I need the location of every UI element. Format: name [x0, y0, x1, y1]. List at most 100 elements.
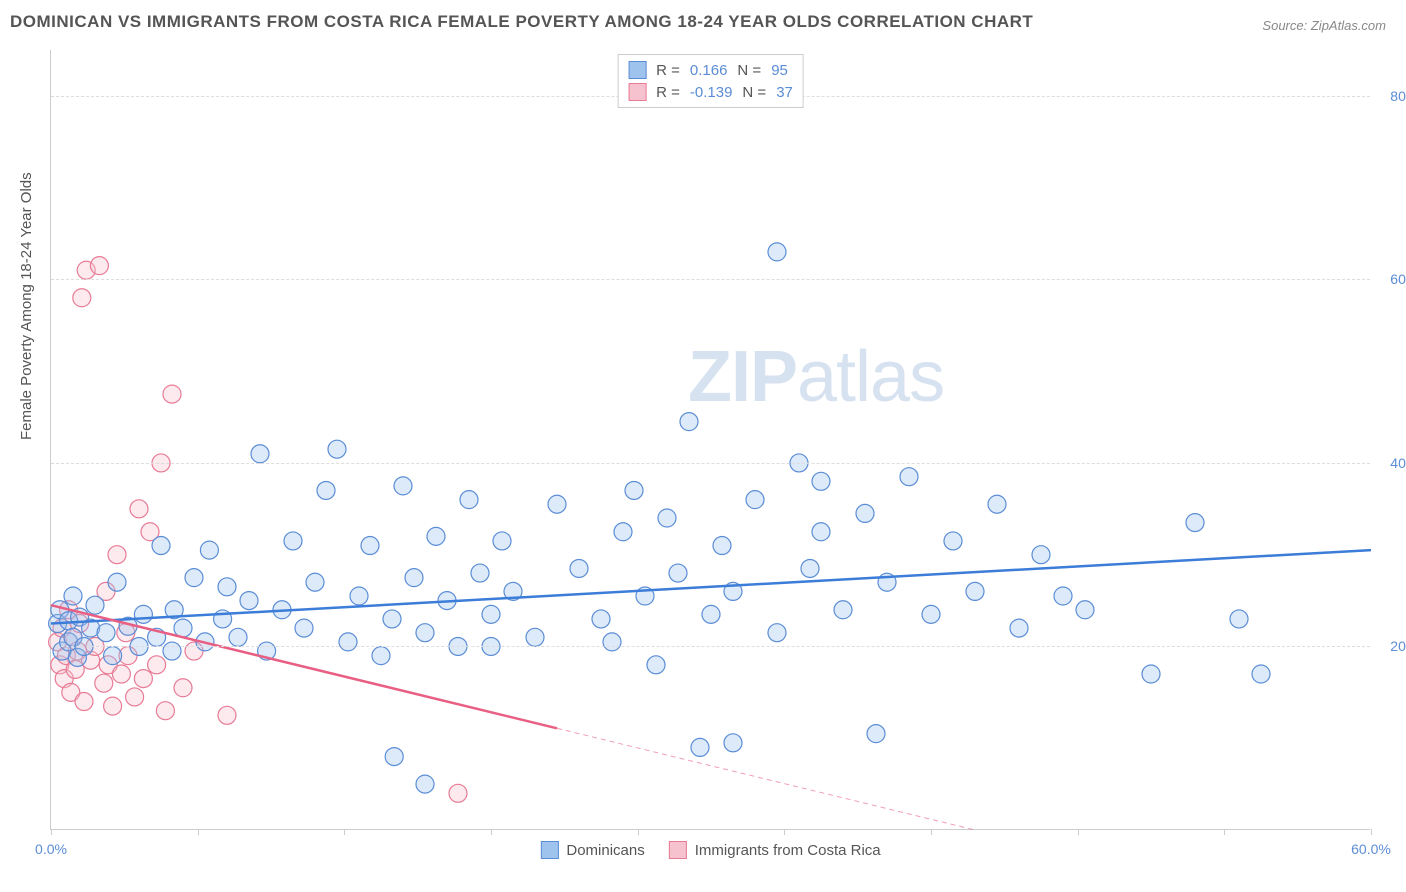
y-tick-label: 80.0%	[1375, 88, 1406, 104]
scatter-point	[493, 532, 511, 550]
legend-swatch-series-1	[669, 841, 687, 859]
scatter-point	[856, 504, 874, 522]
scatter-point	[200, 541, 218, 559]
scatter-point	[229, 628, 247, 646]
plot-svg	[51, 50, 1370, 829]
grid-line	[51, 279, 1370, 280]
n-label: N =	[737, 62, 761, 79]
scatter-point	[95, 674, 113, 692]
scatter-point	[73, 289, 91, 307]
scatter-point	[1032, 546, 1050, 564]
scatter-point	[900, 468, 918, 486]
y-tick-label: 40.0%	[1375, 455, 1406, 471]
x-tick	[51, 829, 52, 835]
scatter-point	[724, 734, 742, 752]
y-axis-title: Female Poverty Among 18-24 Year Olds	[18, 172, 35, 440]
correlation-legend-row: R = -0.139 N = 37	[628, 81, 793, 103]
source-label: Source:	[1262, 18, 1307, 33]
scatter-point	[104, 647, 122, 665]
scatter-point	[385, 748, 403, 766]
r-value: 0.166	[690, 62, 728, 79]
scatter-point	[130, 500, 148, 518]
scatter-point	[625, 481, 643, 499]
x-tick	[784, 829, 785, 835]
scatter-point	[251, 445, 269, 463]
scatter-point	[691, 738, 709, 756]
scatter-point	[966, 582, 984, 600]
scatter-point	[108, 573, 126, 591]
series-legend-item: Immigrants from Costa Rica	[669, 841, 881, 859]
scatter-point	[416, 775, 434, 793]
x-tick	[1371, 829, 1372, 835]
y-tick-label: 60.0%	[1375, 271, 1406, 287]
scatter-point	[702, 605, 720, 623]
scatter-point	[174, 619, 192, 637]
y-tick-label: 20.0%	[1375, 638, 1406, 654]
scatter-point	[680, 413, 698, 431]
scatter-point	[383, 610, 401, 628]
scatter-point	[317, 481, 335, 499]
scatter-point	[218, 578, 236, 596]
scatter-point	[328, 440, 346, 458]
scatter-point	[449, 784, 467, 802]
scatter-point	[86, 596, 104, 614]
scatter-point	[1186, 514, 1204, 532]
x-tick	[931, 829, 932, 835]
x-tick	[491, 829, 492, 835]
scatter-point	[1252, 665, 1270, 683]
grid-line	[51, 646, 1370, 647]
x-tick	[638, 829, 639, 835]
scatter-point	[156, 702, 174, 720]
scatter-point	[834, 601, 852, 619]
scatter-point	[218, 706, 236, 724]
scatter-point	[922, 605, 940, 623]
scatter-point	[988, 495, 1006, 513]
n-value: 95	[771, 62, 788, 79]
scatter-point	[603, 633, 621, 651]
scatter-point	[372, 647, 390, 665]
scatter-point	[339, 633, 357, 651]
plot-area: ZIPatlas R = 0.166 N = 95 R = -0.139 N =…	[50, 50, 1370, 830]
n-value: 37	[776, 84, 793, 101]
chart-title: DOMINICAN VS IMMIGRANTS FROM COSTA RICA …	[10, 12, 1033, 32]
scatter-point	[185, 569, 203, 587]
scatter-point	[112, 665, 130, 683]
r-value: -0.139	[690, 84, 733, 101]
legend-swatch-series-0	[628, 61, 646, 79]
scatter-point	[1142, 665, 1160, 683]
scatter-point	[526, 628, 544, 646]
r-label: R =	[656, 84, 680, 101]
x-tick	[344, 829, 345, 835]
scatter-point	[394, 477, 412, 495]
scatter-point	[240, 592, 258, 610]
x-tick	[1078, 829, 1079, 835]
scatter-point	[801, 559, 819, 577]
scatter-point	[427, 527, 445, 545]
scatter-point	[163, 385, 181, 403]
scatter-point	[163, 642, 181, 660]
scatter-point	[658, 509, 676, 527]
scatter-point	[416, 624, 434, 642]
source-attribution: Source: ZipAtlas.com	[1262, 18, 1386, 33]
scatter-point	[361, 537, 379, 555]
scatter-point	[108, 546, 126, 564]
scatter-point	[97, 624, 115, 642]
scatter-point	[104, 697, 122, 715]
correlation-legend-row: R = 0.166 N = 95	[628, 59, 793, 81]
scatter-point	[647, 656, 665, 674]
legend-swatch-series-1	[628, 83, 646, 101]
scatter-point	[812, 472, 830, 490]
scatter-point	[174, 679, 192, 697]
series-legend-label: Immigrants from Costa Rica	[695, 842, 881, 859]
scatter-point	[350, 587, 368, 605]
scatter-point	[306, 573, 324, 591]
scatter-point	[713, 537, 731, 555]
scatter-point	[405, 569, 423, 587]
x-tick	[1224, 829, 1225, 835]
scatter-point	[284, 532, 302, 550]
scatter-point	[75, 693, 93, 711]
series-legend: Dominicans Immigrants from Costa Rica	[540, 841, 880, 859]
scatter-point	[548, 495, 566, 513]
scatter-point	[1054, 587, 1072, 605]
scatter-point	[768, 243, 786, 261]
